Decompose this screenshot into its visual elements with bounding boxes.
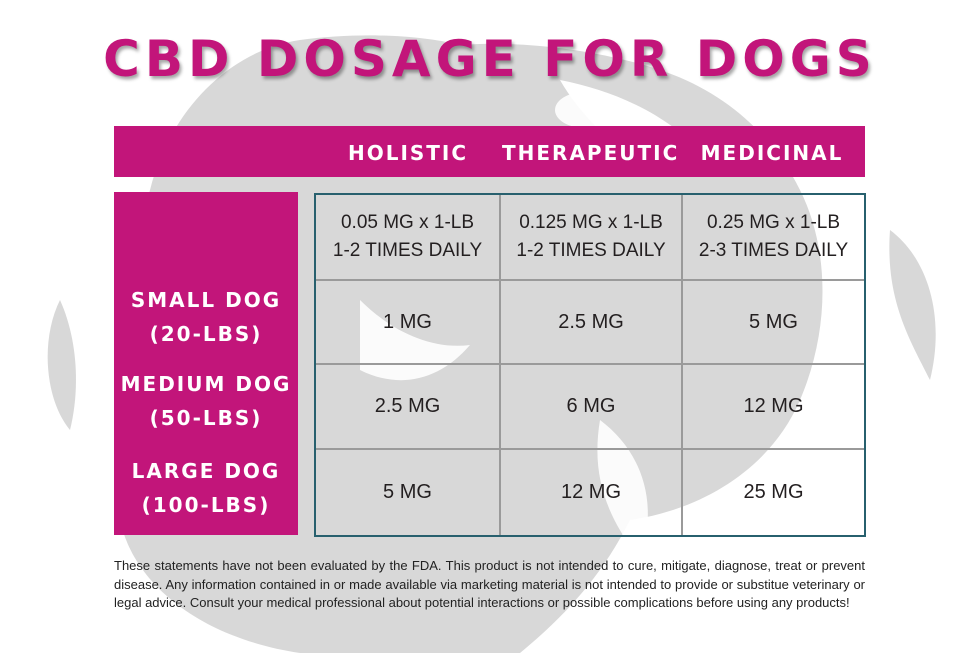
column-header-medicinal: MEDICINAL bbox=[700, 141, 844, 165]
table-cell: 5 MG bbox=[383, 481, 432, 503]
dose-frequency: 2-3 TIMES DAILY bbox=[698, 240, 849, 261]
column-header-holistic: HOLISTIC bbox=[347, 141, 469, 165]
dosage-table: 0.05 MG x 1-LB 1-2 TIMES DAILY 0.125 MG … bbox=[314, 193, 866, 537]
grid-divider bbox=[316, 279, 864, 281]
grid-divider bbox=[499, 195, 501, 535]
table-cell: 25 MG bbox=[743, 481, 804, 503]
row-label-small-dog: SMALL DOG bbox=[130, 288, 282, 312]
row-label-medium-dog: MEDIUM DOG bbox=[120, 372, 292, 396]
grid-divider bbox=[316, 448, 864, 450]
grid-divider bbox=[316, 363, 864, 365]
dose-frequency: 1-2 TIMES DAILY bbox=[332, 240, 483, 261]
table-cell: 12 MG bbox=[560, 481, 622, 503]
dose-amount: 0.125 MG x 1-LB bbox=[519, 212, 663, 233]
table-cell: 12 MG bbox=[743, 395, 804, 417]
row-label-large-dog: LARGE DOG bbox=[131, 459, 281, 483]
column-header-bar: HOLISTIC THERAPEUTIC MEDICINAL bbox=[114, 126, 865, 177]
column-header-therapeutic: THERAPEUTIC bbox=[502, 141, 680, 165]
row-weight-large-dog: (100-LBS) bbox=[141, 493, 271, 517]
dose-frequency: 1-2 TIMES DAILY bbox=[516, 240, 666, 261]
fda-disclaimer: These statements have not been evaluated… bbox=[114, 558, 865, 610]
grid-divider bbox=[681, 195, 683, 535]
row-header-bar: SMALL DOG (20-LBS) MEDIUM DOG (50-LBS) L… bbox=[114, 192, 298, 535]
page-title: CBD DOSAGE FOR DOGS bbox=[103, 30, 877, 88]
table-cell: 5 MG bbox=[749, 310, 798, 333]
dose-rate-holistic: 0.05 MG x 1-LB 1-2 TIMES DAILY bbox=[316, 195, 499, 279]
row-weight-medium-dog: (50-LBS) bbox=[149, 406, 263, 430]
table-cell: 1 MG bbox=[383, 310, 432, 333]
row-weight-small-dog: (20-LBS) bbox=[149, 322, 263, 346]
dose-rate-medicinal: 0.25 MG x 1-LB 2-3 TIMES DAILY bbox=[683, 195, 864, 279]
dose-rate-therapeutic: 0.125 MG x 1-LB 1-2 TIMES DAILY bbox=[501, 195, 681, 279]
table-cell: 2.5 MG bbox=[374, 395, 441, 417]
table-cell: 2.5 MG bbox=[558, 310, 624, 333]
table-cell: 6 MG bbox=[566, 395, 616, 417]
dose-amount: 0.25 MG x 1-LB bbox=[706, 212, 841, 233]
dose-amount: 0.05 MG x 1-LB bbox=[340, 212, 475, 233]
